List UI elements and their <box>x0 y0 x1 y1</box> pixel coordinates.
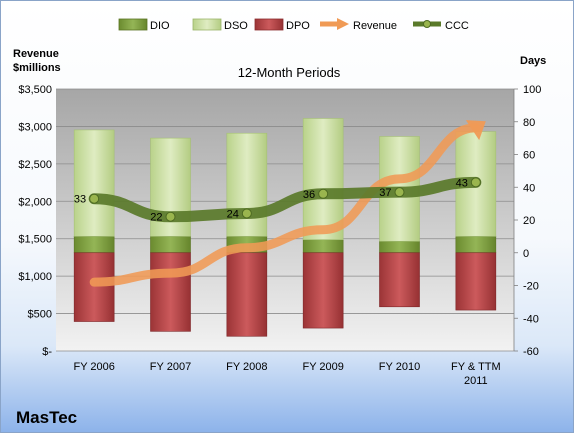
x-tick-label: FY 2010 <box>379 361 420 373</box>
bar-dio <box>455 236 497 254</box>
revenue-series <box>89 120 486 287</box>
left-axis-title-line2: $millions <box>13 62 61 74</box>
bar-dio <box>73 236 115 254</box>
ccc-data-label: 37 <box>379 187 391 199</box>
left-tick-label: $2,500 <box>18 159 52 171</box>
ccc-data-label: 43 <box>456 177 468 189</box>
bar-dso <box>226 132 268 237</box>
bar-dpo <box>379 252 420 308</box>
right-tick-label: 40 <box>523 182 535 194</box>
x-tick-label: FY 2009 <box>302 361 343 373</box>
ccc-data-label: 33 <box>74 194 86 206</box>
bar-dpo <box>150 252 191 332</box>
ccc-point <box>241 208 252 219</box>
bar-dpo <box>455 252 497 311</box>
ccc-point <box>165 211 176 222</box>
ccc-point <box>394 187 405 198</box>
left-tick-label: $2,000 <box>18 196 52 208</box>
x-axis-ticks: FY 2006 FY 2007 FY 2008 FY 2009 FY 2010 FY & … <box>73 361 500 387</box>
ccc-point <box>318 188 329 199</box>
left-tick-label: $1,500 <box>18 234 52 246</box>
x-tick-label: FY & TTM <box>451 361 501 373</box>
right-axis-ticks: -60 -40 -20 0 20 40 60 80 100 <box>513 84 541 358</box>
chart-title: 12-Month Periods <box>238 65 341 80</box>
legend-swatch-dio <box>118 18 148 31</box>
bar-dio <box>302 239 344 254</box>
legend-label-revenue: Revenue <box>353 20 397 32</box>
legend-swatch-revenue <box>320 18 349 30</box>
right-axis-title: Days <box>520 55 546 67</box>
left-tick-label: $3,000 <box>18 121 52 133</box>
ccc-data-label: 24 <box>227 208 239 220</box>
right-tick-label: 20 <box>523 215 535 227</box>
legend-swatch-ccc <box>413 20 441 28</box>
right-tick-label: 80 <box>523 117 535 129</box>
bar-dio <box>150 236 191 254</box>
legend: DIO DSO DPO Revenue CCC <box>118 18 469 32</box>
x-tick-label-line2: 2011 <box>464 375 488 387</box>
x-tick-label: FY 2007 <box>150 361 191 373</box>
bar-dso <box>302 118 344 240</box>
right-tick-label: -60 <box>523 346 539 358</box>
legend-label-dpo: DPO <box>286 20 310 32</box>
bar-dio <box>379 240 420 254</box>
bar-dso <box>73 129 115 237</box>
left-axis-ticks: $- $500 $1,000 $1,500 $2,000 $2,500 $3,000 $3,5… <box>18 84 52 358</box>
right-tick-label: -40 <box>523 313 539 325</box>
legend-label-ccc: CCC <box>445 20 469 32</box>
ccc-point <box>89 193 100 204</box>
x-tick-label: FY 2008 <box>226 361 267 373</box>
left-axis-title-line1: Revenue <box>13 48 59 60</box>
left-tick-label: $- <box>42 346 52 358</box>
revenue-arrowhead <box>465 120 486 141</box>
left-tick-label: $500 <box>28 309 52 321</box>
bar-dpo <box>302 252 344 329</box>
legend-swatch-dso <box>192 18 222 31</box>
right-tick-label: 0 <box>523 248 529 260</box>
ccc-data-label: 22 <box>150 212 162 224</box>
x-tick-label: FY 2006 <box>73 361 114 373</box>
bar-dpo <box>73 252 115 322</box>
bar-dpo <box>226 252 268 337</box>
plot-area <box>56 89 514 351</box>
right-tick-label: 100 <box>523 84 541 96</box>
company-name: MasTec <box>16 408 77 427</box>
legend-swatch-dpo <box>254 18 284 31</box>
right-tick-label: 60 <box>523 150 535 162</box>
ccc-data-label: 36 <box>303 189 315 201</box>
left-tick-label: $1,000 <box>18 271 52 283</box>
legend-label-dio: DIO <box>150 20 170 32</box>
ccc-line <box>88 176 482 223</box>
revenue-line <box>89 123 481 287</box>
legend-label-dso: DSO <box>224 20 248 32</box>
right-tick-label: -20 <box>523 281 539 293</box>
ccc-series: 33 22 24 36 37 43 <box>74 176 482 224</box>
left-tick-label: $3,500 <box>18 84 52 96</box>
ccc-point <box>470 177 481 188</box>
